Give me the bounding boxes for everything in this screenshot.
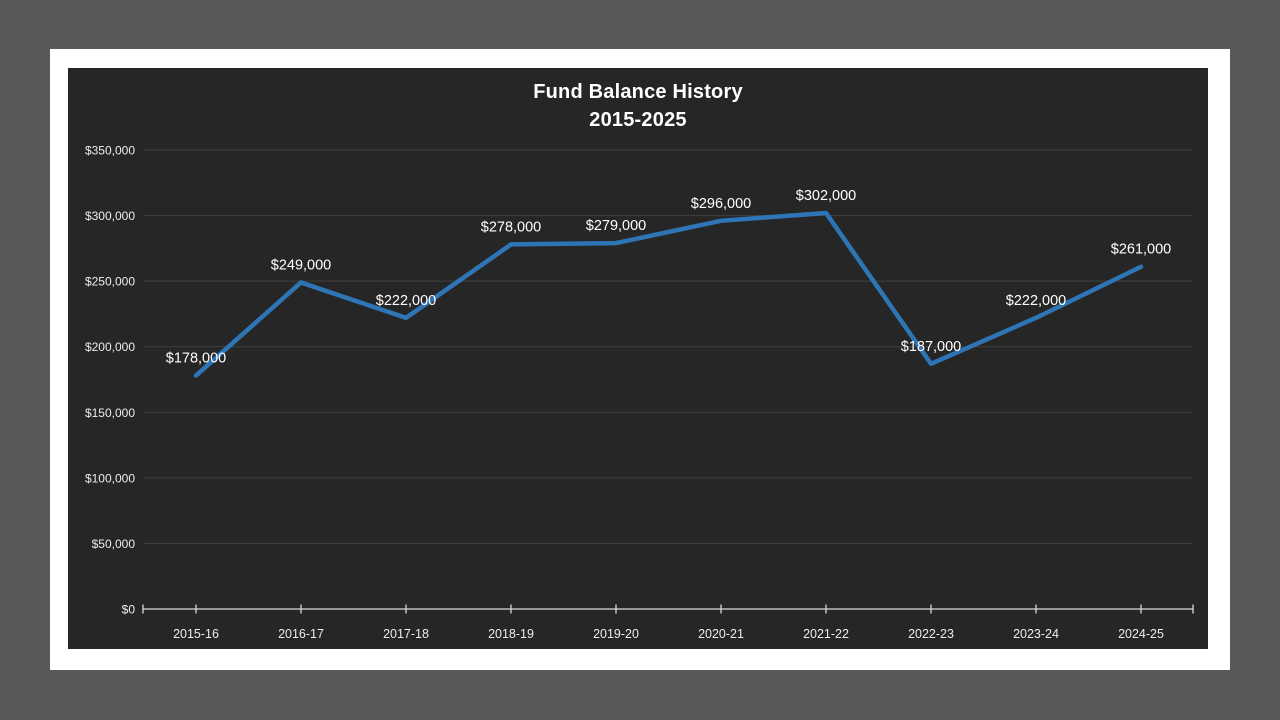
x-axis-tick-label: 2020-21 <box>698 627 744 641</box>
chart-title-line2: 2015-2025 <box>589 109 687 131</box>
chart-area[interactable]: $0 $50,000 $100,000 $150,000 $200,000 $250,00… <box>68 68 1208 649</box>
fund-balance-chart: $0 $50,000 $100,000 $150,000 $200,000 $250,00… <box>85 144 1194 641</box>
x-axis-tick-label: 2023-24 <box>1013 627 1059 641</box>
y-axis-tick-label: $150,000 <box>85 406 135 420</box>
y-axis-tick-label: $0 <box>122 603 136 617</box>
x-axis-tick-label: 2017-18 <box>383 627 429 641</box>
data-label: $222,000 <box>1006 293 1066 309</box>
chart-title-line1: Fund Balance History <box>533 81 743 103</box>
fund-balance-line-series <box>193 210 1144 378</box>
x-axis-tick-label: 2022-23 <box>908 627 954 641</box>
data-label: $296,000 <box>691 196 751 212</box>
chart-title: Fund Balance History 2015-2025 <box>68 78 1208 134</box>
data-label: $279,000 <box>586 218 646 234</box>
x-axis-tick-label: 2016-17 <box>278 627 324 641</box>
data-label: $222,000 <box>376 293 436 309</box>
y-axis-tick-label: $300,000 <box>85 209 135 223</box>
y-axis-tick-label: $50,000 <box>92 537 136 551</box>
x-axis-tick-label: 2015-16 <box>173 627 219 641</box>
x-axis-tick-label: 2021-22 <box>803 627 849 641</box>
y-axis-tick-label: $100,000 <box>85 471 135 485</box>
data-label: $278,000 <box>481 219 541 235</box>
data-label: $187,000 <box>901 339 961 355</box>
data-label: $178,000 <box>166 351 226 367</box>
x-axis-tick-label: 2019-20 <box>593 627 639 641</box>
data-label: $249,000 <box>271 257 331 273</box>
x-axis-tick-label: 2024-25 <box>1118 627 1164 641</box>
y-axis-tick-label: $350,000 <box>85 144 135 158</box>
slide-canvas: $0 $50,000 $100,000 $150,000 $200,000 $250,00… <box>50 49 1230 670</box>
y-axis-tick-label: $200,000 <box>85 340 135 354</box>
x-axis-tick-label: 2018-19 <box>488 627 534 641</box>
y-axis-tick-label: $250,000 <box>85 275 135 289</box>
data-label: $261,000 <box>1111 242 1171 258</box>
data-label: $302,000 <box>796 188 856 204</box>
